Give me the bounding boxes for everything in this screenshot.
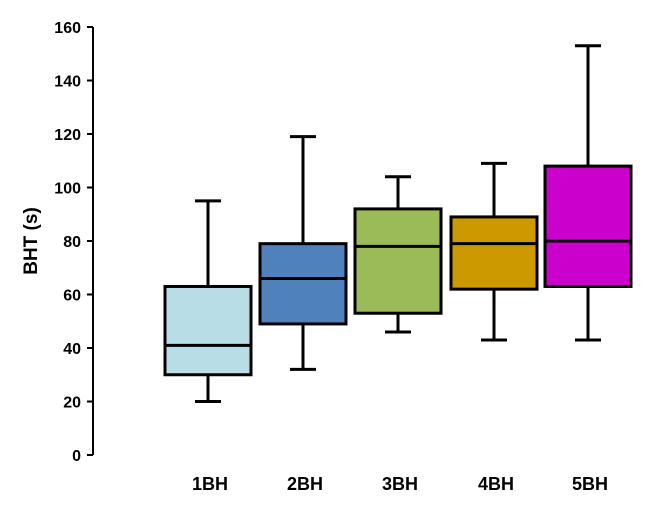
box-5BH [543,44,633,342]
y-tick-label: 40 [63,341,81,358]
x-tick-label: 2BH [287,474,323,494]
y-tick-label: 80 [63,234,81,251]
y-axis-label: BHT (s) [21,207,42,275]
y-axis: 0 20 40 60 80 100 120 140 160 [54,20,94,465]
x-tick-label: 4BH [478,474,514,494]
iqr-box [353,207,443,315]
x-axis-labels: 1BH 2BH 3BH 4BH 5BH [192,474,608,494]
y-tick-label: 140 [54,74,81,91]
boxes [163,44,633,403]
y-tick-label: 100 [54,181,81,198]
box-2BH [258,135,348,371]
y-tick-label: 20 [63,395,81,412]
y-tick-label: 120 [54,127,81,144]
iqr-box [449,215,539,291]
box-1BH [163,199,253,403]
iqr-box [543,164,633,288]
y-tick-label: 0 [72,448,81,465]
iqr-box [163,284,253,377]
x-tick-label: 3BH [382,474,418,494]
x-tick-label: 5BH [572,474,608,494]
y-tick-label: 160 [54,20,81,37]
box-4BH [449,161,539,342]
y-tick-label: 60 [63,288,81,305]
x-tick-label: 1BH [192,474,228,494]
iqr-box [258,242,348,326]
box-3BH [353,175,443,334]
